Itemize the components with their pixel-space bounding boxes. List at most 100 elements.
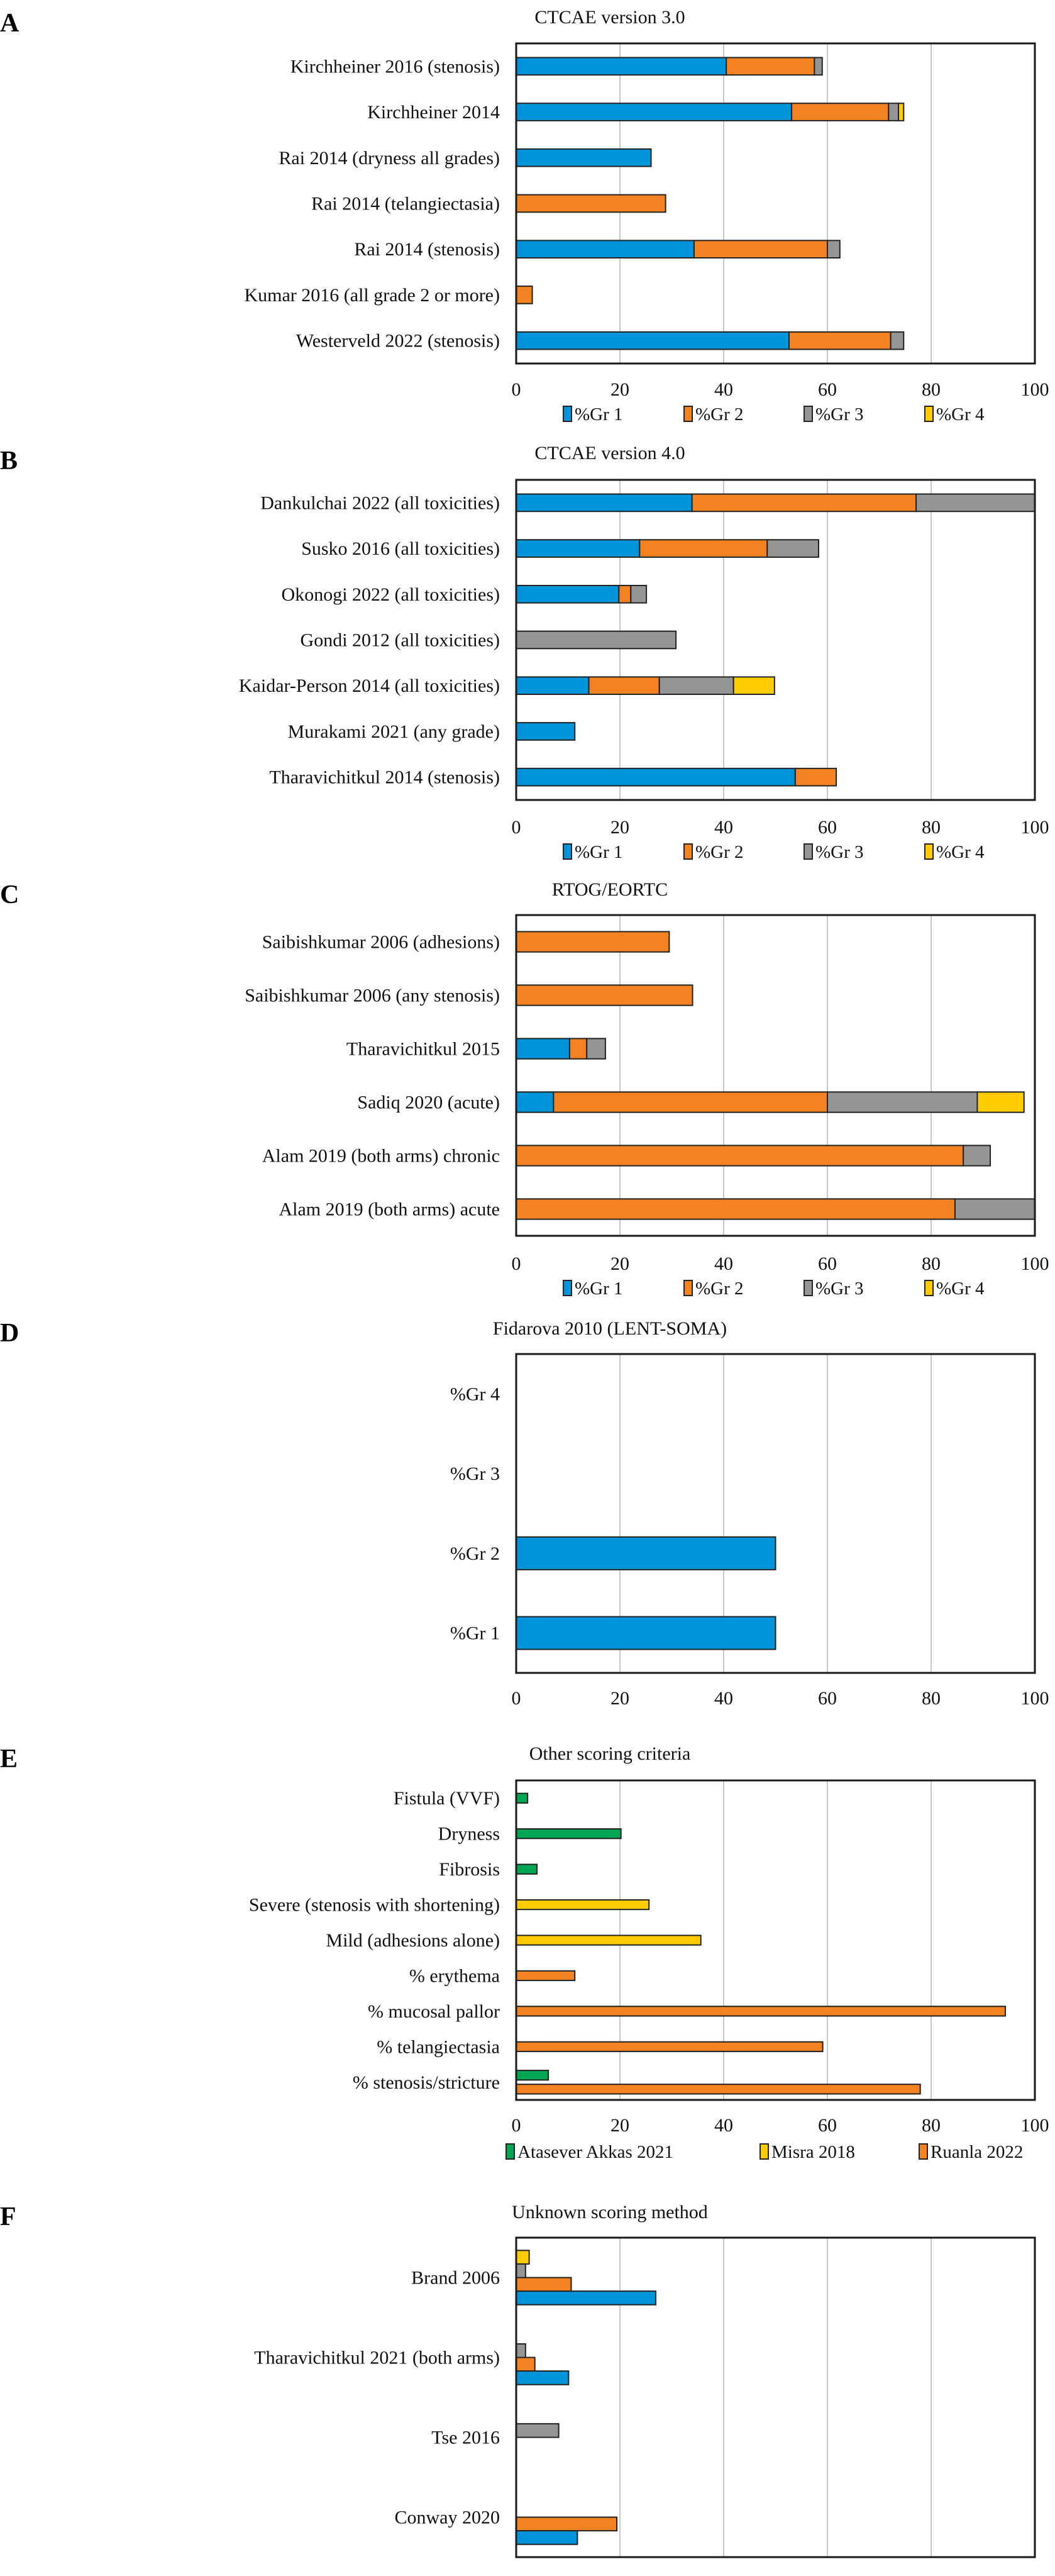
bar-segment <box>726 57 815 76</box>
category-label: Tharavichitkul 2021 (both arms) <box>254 2348 500 2368</box>
legend-swatch <box>919 2143 928 2160</box>
bar-segment <box>693 240 828 259</box>
x-tick-label: 80 <box>922 2115 941 2136</box>
bar-segment <box>516 1038 570 1060</box>
x-tick-label: 20 <box>610 1253 629 1274</box>
x-tick-label: 0 <box>512 379 521 400</box>
bar-segment <box>516 676 590 696</box>
category-label: Rai 2014 (dryness all grades) <box>279 148 500 169</box>
bar <box>516 2263 526 2279</box>
category-label: Murakami 2021 (any grade) <box>288 721 500 742</box>
category-label: Westerveld 2022 (stenosis) <box>296 331 500 352</box>
legend-swatch <box>505 2143 515 2160</box>
plot-frame <box>515 42 1036 365</box>
bar-segment <box>516 584 620 604</box>
x-tick-label: 100 <box>1021 2115 1049 2136</box>
bar-segment <box>888 103 900 121</box>
legend-label: %Gr 1 <box>575 404 623 425</box>
x-tick-label: 100 <box>1021 379 1049 400</box>
x-tick-label: 0 <box>512 1253 521 1274</box>
x-tick-label: 60 <box>818 379 837 400</box>
legend-item: %Gr 3 <box>804 404 864 425</box>
bar <box>516 2423 560 2438</box>
bar-segment <box>516 931 670 953</box>
bar-segment <box>516 630 677 650</box>
bar-segment <box>516 331 790 350</box>
x-tick-label: 0 <box>512 817 521 838</box>
legend-swatch <box>924 843 934 860</box>
bar <box>516 2357 536 2372</box>
bar-segment <box>516 539 641 558</box>
x-tick-label: 80 <box>922 1253 941 1274</box>
x-tick-label: 80 <box>922 1688 941 1709</box>
category-label: Fibrosis <box>439 1859 500 1880</box>
category-label: Tharavichitkul 2014 (stenosis) <box>269 767 500 788</box>
category-label: Saibishkumar 2006 (any stenosis) <box>245 985 500 1006</box>
bar <box>516 2006 1006 2017</box>
x-tick-label: 60 <box>818 2115 837 2136</box>
legend-swatch <box>804 843 813 860</box>
category-label: % telangiectasia <box>377 2036 500 2057</box>
plot-area <box>516 915 1035 1236</box>
plot-frame <box>515 2236 1036 2558</box>
category-label: Alam 2019 (both arms) acute <box>279 1199 500 1220</box>
category-label: Fistula (VVF) <box>394 1788 500 1809</box>
bar <box>516 1792 529 1804</box>
category-label: Rai 2014 (stenosis) <box>354 239 500 260</box>
bar <box>516 2290 656 2306</box>
legend-item: Ruanla 2022 <box>919 2142 1023 2162</box>
chart-title: Unknown scoring method <box>512 2202 708 2223</box>
bar-segment <box>794 767 837 787</box>
bar <box>516 1616 776 1650</box>
category-label: % erythema <box>409 1965 500 1986</box>
category-label: Okonogi 2022 (all toxicities) <box>282 584 500 605</box>
x-tick-label: 20 <box>610 817 629 838</box>
legend-label: %Gr 4 <box>936 404 985 425</box>
category-label: % mucosal pallor <box>368 2001 500 2022</box>
bar-segment <box>516 57 727 76</box>
category-label: Dryness <box>438 1824 500 1845</box>
bar-segment <box>658 676 734 696</box>
x-tick-label: 60 <box>818 1253 837 1274</box>
category-label: Saibishkumar 2006 (adhesions) <box>262 932 500 953</box>
legend-swatch <box>759 2143 769 2160</box>
legend-label: %Gr 4 <box>936 842 985 862</box>
bar-segment <box>814 57 823 76</box>
chart-panel-c: C RTOG/EORTC Saibishkumar 2006 (adhesions)… <box>0 879 1049 1299</box>
legend-label: %Gr 1 <box>575 1279 623 1299</box>
x-tick-label: 80 <box>922 817 941 838</box>
bar-segment <box>630 584 648 604</box>
plot-frame <box>515 1353 1036 1674</box>
chart-panel-e: E Other scoring criteria Fistula (VVF) Dryn… <box>0 1743 1049 2162</box>
bar-segment <box>516 1091 555 1113</box>
bar-segment <box>516 493 693 513</box>
panel-letter: F <box>0 2202 16 2231</box>
panel-letter: B <box>0 447 18 475</box>
bar-segment <box>588 676 660 696</box>
x-tick-label: 60 <box>818 817 837 838</box>
legend-swatch <box>563 406 572 422</box>
chart-title: CTCAE version 4.0 <box>534 443 685 464</box>
bar <box>516 2277 572 2292</box>
bar <box>516 2041 824 2052</box>
bar-segment <box>766 539 819 558</box>
bar-segment <box>553 1091 829 1113</box>
legend-item: Misra 2018 <box>759 2142 855 2162</box>
plot-frame <box>515 914 1036 1237</box>
bar-segment <box>732 676 775 696</box>
bar <box>516 2343 526 2358</box>
legend-label: Atasever Akkas 2021 <box>517 2142 673 2162</box>
bar-segment <box>954 1198 1036 1220</box>
category-label: Brand 2006 <box>411 2268 500 2289</box>
panel-letter: E <box>0 1745 18 1774</box>
x-tick-label: 100 <box>1021 1688 1049 1709</box>
legend-swatch <box>563 843 572 860</box>
legend-swatch <box>804 1280 813 1296</box>
bar-segment <box>691 493 917 513</box>
plot-area <box>516 2238 1035 2557</box>
legend-item: %Gr 3 <box>804 1279 864 1299</box>
bar-segment <box>618 584 632 604</box>
category-label: Kirchheiner 2016 (stenosis) <box>290 56 500 77</box>
plot-frame <box>515 479 1036 801</box>
chart-title: Other scoring criteria <box>529 1743 691 1764</box>
